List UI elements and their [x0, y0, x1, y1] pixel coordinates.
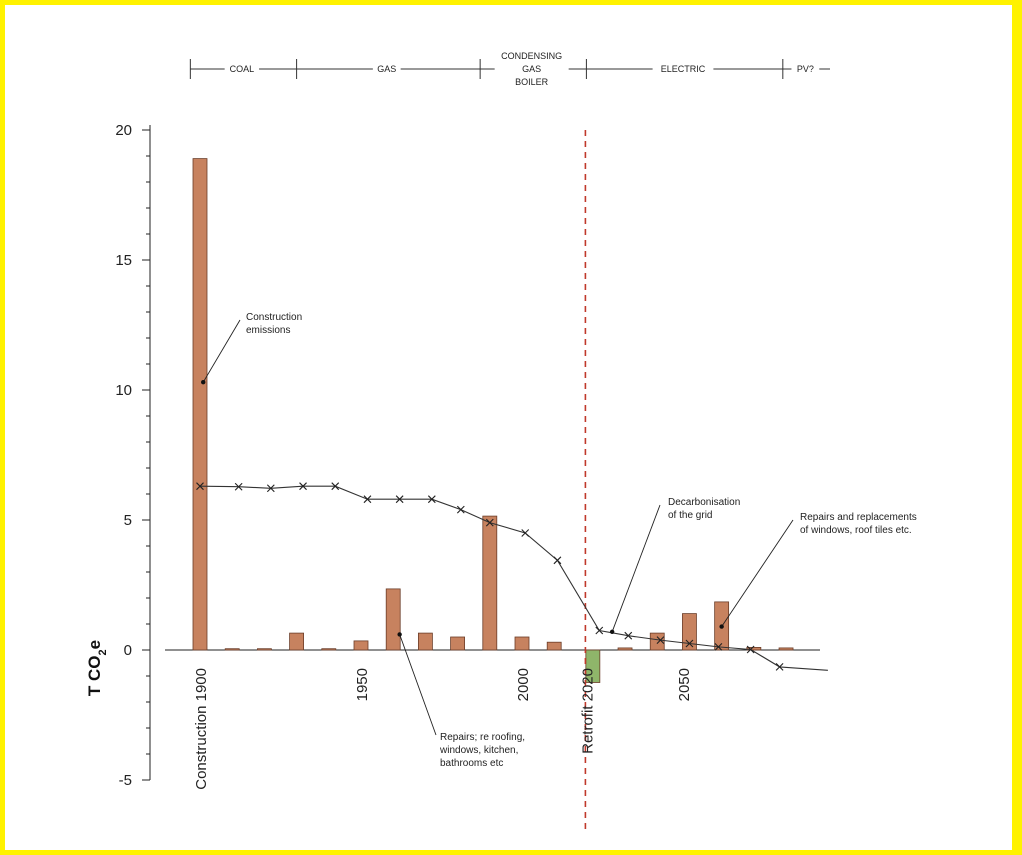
era-label: GAS: [522, 64, 541, 74]
x-tick-label: Construction 1900: [193, 668, 210, 790]
bar: [450, 636, 466, 651]
line-marker: [196, 482, 204, 491]
bar: [417, 632, 433, 651]
line-marker: [299, 482, 307, 491]
line-marker: [521, 529, 530, 537]
line-marker: [456, 505, 465, 514]
bar: [514, 636, 530, 651]
line-marker: [331, 482, 340, 491]
line-marker: [553, 556, 562, 565]
bar: [585, 649, 601, 683]
bar: [224, 648, 240, 651]
annotation-text: Repairs and replacements: [800, 512, 917, 523]
annotation-text: windows, kitchen,: [439, 745, 518, 756]
annotation-dot: [201, 380, 206, 385]
annotation-text: Construction: [246, 312, 302, 323]
line-marker: [656, 636, 665, 645]
bar: [353, 640, 369, 651]
annotation-leader: [399, 634, 437, 736]
era-label-bg: [652, 62, 714, 77]
line-marker: [746, 645, 755, 654]
era-label-bg: [372, 62, 401, 77]
annotation-dot: [397, 632, 402, 637]
line-marker: [363, 495, 372, 504]
line-marker: [266, 484, 275, 493]
era-label: COAL: [230, 64, 255, 74]
line-marker: [234, 482, 243, 491]
x-tick-label: 1950: [354, 668, 371, 701]
line-marker: [624, 631, 633, 640]
y-tick-label: 20: [115, 122, 132, 139]
bar: [256, 648, 272, 651]
bar: [321, 648, 337, 651]
annotation-text: Repairs; re roofing,: [440, 732, 525, 743]
era-label: PV?: [797, 64, 814, 74]
annotation-leader: [202, 319, 241, 383]
bar: [192, 158, 208, 651]
annotation-dot: [719, 624, 724, 629]
bar: [482, 515, 498, 651]
era-label: BOILER: [515, 77, 549, 87]
y-tick-label: 15: [115, 252, 132, 269]
bar: [617, 647, 633, 651]
annotation-dot: [609, 629, 615, 634]
y-tick-label: 10: [115, 382, 132, 399]
line-marker: [427, 495, 436, 504]
annotation-text: of windows, roof tiles etc.: [800, 525, 912, 536]
era-label: GAS: [377, 64, 396, 74]
line-marker: [685, 639, 694, 648]
annotation-text: bathrooms etc: [440, 758, 503, 769]
y-tick-label: 0: [124, 642, 132, 659]
era-label-bg: [494, 49, 569, 90]
bar: [649, 632, 665, 651]
annotation-text: emissions: [246, 325, 290, 336]
annotation-leader: [611, 504, 661, 632]
bar: [546, 641, 562, 651]
annotation-text: Decarbonisation: [668, 497, 740, 508]
era-label-bg: [791, 62, 820, 77]
line-marker: [485, 518, 494, 527]
era-label-bg: [224, 62, 260, 77]
y-tick-label: 5: [124, 512, 132, 529]
era-label: ELECTRIC: [661, 64, 706, 74]
operational-emissions-line: [199, 485, 828, 671]
era-label: CONDENSING: [501, 51, 562, 61]
x-tick-label: Retrofit 2020: [579, 668, 596, 754]
line-marker: [775, 663, 784, 671]
x-tick-label: 2000: [515, 668, 532, 701]
y-axis-label: T CO2e: [85, 640, 109, 696]
annotation-leader: [721, 519, 794, 627]
line-marker: [595, 626, 604, 635]
line-marker: [395, 495, 404, 504]
line-marker: [714, 642, 723, 651]
y-tick-label: -5: [119, 772, 132, 789]
x-tick-label: 2050: [676, 668, 693, 701]
bar: [778, 647, 794, 651]
annotation-text: of the grid: [668, 510, 712, 521]
bar: [385, 588, 401, 651]
bar: [682, 613, 697, 651]
bar: [289, 632, 305, 651]
